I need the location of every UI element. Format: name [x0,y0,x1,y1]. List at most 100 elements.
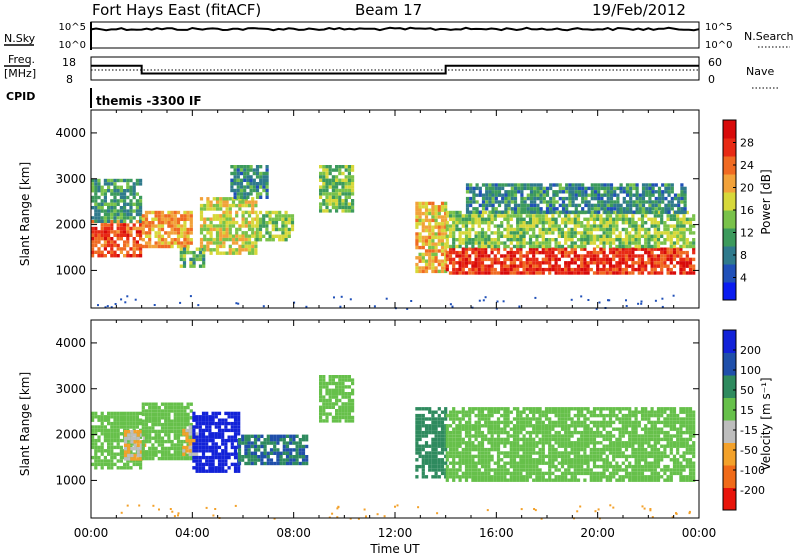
velocity-cell [564,434,568,438]
velocity-cell [344,412,348,416]
power-cell [141,224,145,228]
velocity-cell [496,475,501,479]
velocity-cell [535,424,539,428]
power-cell [235,227,239,232]
power-cell [507,196,511,201]
velocity-cell [198,418,202,422]
power-cell [574,183,578,187]
power-cell [440,266,445,270]
velocity-cell [503,427,507,431]
velocity-cell [493,427,497,431]
power-cell [440,242,445,246]
velocity-cell [532,441,536,445]
power-cell [455,244,459,249]
power-cell [484,296,487,299]
velocity-cell [127,430,131,434]
velocity-cell [455,475,459,479]
power-cell [215,248,220,252]
velocity-cell [535,407,539,411]
velocity-cell [276,438,280,442]
velocity-cell [452,468,456,472]
power-cell [465,190,470,194]
velocity-cell [100,415,104,419]
velocity-cell [567,468,571,472]
power-cell [448,254,453,258]
power-cell [322,209,326,213]
power-cell [233,171,237,176]
velocity-cell [576,420,581,425]
power-cell [676,214,680,218]
power-cell [113,243,117,248]
velocity-cell [440,441,445,445]
velocity-cell [570,447,574,452]
velocity-cell [541,454,545,459]
nsky-panel-frame [90,21,700,49]
power-cell [251,248,255,252]
velocity-cell [139,453,144,458]
velocity-cell [133,447,137,451]
power-cell [202,264,206,268]
velocity-cell [233,421,238,426]
power-cell [628,217,632,221]
power-cell [458,257,462,262]
power-cell [110,254,114,258]
power-cell [522,244,526,249]
power-cell [341,202,345,206]
power-cell [586,250,590,255]
velocity-cell [532,437,536,442]
power-cell [589,227,593,232]
velocity-cell [525,458,529,462]
velocity-cell [154,419,158,423]
velocity-cell [541,475,545,479]
velocity-cell [576,413,581,418]
power-cell [692,217,696,221]
power-cell [525,227,529,232]
velocity-cell [214,466,218,470]
power-cell [506,221,510,225]
power-cell [418,259,422,263]
velocity-cell [496,461,501,465]
power-cell [570,247,574,251]
power-cell [179,247,183,251]
power-cell [180,231,184,235]
velocity-cell [139,411,143,416]
velocity-cell [480,441,485,445]
power-cell [554,271,558,275]
power-cell [344,185,348,189]
velocity-cell [421,475,425,479]
power-cell [603,183,607,187]
velocity-cell [535,441,539,445]
velocity-cell [123,450,128,454]
power-cell [415,242,419,246]
power-cell [676,234,680,238]
power-cell [573,227,577,232]
power-cell [500,234,504,238]
power-cell [471,241,475,245]
power-cell [341,182,345,186]
power-cell [480,244,485,249]
power-cell [434,266,438,270]
power-cell [474,221,478,225]
velocity-cell [455,471,459,476]
power-cell [528,257,533,262]
power-cell [587,193,591,197]
power-cell [603,200,607,204]
power-cell [421,205,425,209]
power-cell [583,254,587,258]
power-cell [113,240,117,244]
velocity-cell [496,468,501,472]
velocity-cell [538,454,542,459]
power-cell [100,237,104,241]
power-cell [347,202,351,206]
velocity-cell [548,478,552,482]
velocity-cell [437,437,441,442]
power-cell [682,227,686,232]
velocity-cell [198,435,202,439]
power-cell [688,261,693,265]
power-cell [615,261,619,265]
velocity-cell [164,402,168,406]
power-cell [608,267,613,272]
velocity-cell [141,426,145,430]
velocity-cell [535,430,539,435]
velocity-cell [186,416,190,420]
